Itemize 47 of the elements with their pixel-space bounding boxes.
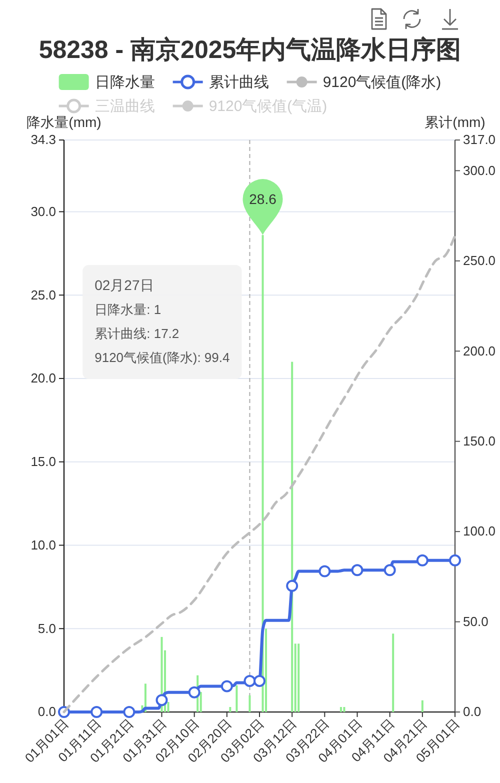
- y2-axis-title: 累计(mm): [424, 114, 486, 130]
- point: [156, 694, 168, 706]
- y-tick-label: 30.0: [30, 204, 56, 219]
- y2-tick-label: 250.0: [463, 253, 496, 268]
- bar: [262, 235, 264, 712]
- bar: [343, 706, 346, 712]
- data-label: 28.6: [249, 191, 277, 208]
- y2-tick-label: 50.0: [463, 614, 488, 629]
- bar: [298, 644, 300, 712]
- annotation: 02月27日: [94, 277, 154, 293]
- y2-tick-label: 317.0: [463, 132, 496, 148]
- bar: [229, 706, 232, 712]
- y2-tick-label: 100.0: [463, 524, 496, 539]
- y2-tick-label: 150.0: [463, 434, 496, 448]
- y-tick-label: 25.0: [30, 287, 56, 302]
- point: [188, 686, 200, 698]
- annotation: 日降水量: 1: [94, 302, 162, 317]
- point: [318, 565, 331, 578]
- point: [449, 554, 461, 566]
- y-tick-label: 34.3: [30, 132, 56, 148]
- bar: [236, 685, 238, 712]
- point: [416, 554, 428, 566]
- bar: [421, 700, 424, 712]
- annotation: 累计曲线: 17.2: [94, 326, 180, 341]
- y-tick-label: 20.0: [30, 370, 56, 386]
- point: [220, 680, 233, 692]
- point: [286, 580, 298, 592]
- bar: [291, 362, 294, 712]
- y-tick-label: 15.0: [30, 454, 56, 470]
- legend-label: 9120气候值(降水): [322, 74, 442, 91]
- y-tick-label: 5.0: [38, 620, 56, 636]
- point: [351, 564, 364, 576]
- y-tick-label: 0.0: [38, 704, 56, 720]
- y2-tick-label: 300.0: [463, 162, 496, 178]
- chart-title: 58238 - 南京2025年内气温降水日序图: [38, 36, 462, 64]
- bar: [340, 706, 342, 712]
- y2-tick-label: 200.0: [463, 343, 496, 358]
- annotation: 9120气候值(降水): 99.4: [94, 350, 230, 365]
- point: [90, 706, 103, 718]
- legend-label: 日降水量: [94, 74, 155, 91]
- bar: [392, 634, 394, 712]
- point: [384, 564, 396, 576]
- legend-label: 累计曲线: [208, 74, 269, 91]
- point: [123, 706, 136, 718]
- y-axis-title: 降水量(mm): [26, 114, 102, 130]
- y2-tick-label: 0.0: [463, 704, 482, 720]
- y-tick-label: 10.0: [30, 537, 56, 552]
